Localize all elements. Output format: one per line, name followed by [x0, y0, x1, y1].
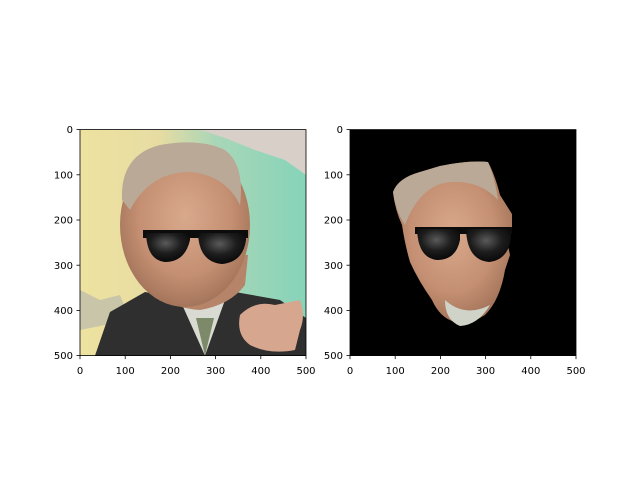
right-ytick-label: 0 [337, 125, 343, 136]
left-axes: 0 100 200 300 400 500 0 100 200 300 400 … [54, 125, 316, 377]
left-sunglasses-lens-left [146, 233, 190, 262]
right-image [350, 129, 576, 356]
left-xtick-label: 300 [206, 366, 225, 377]
right-axes-frame [349, 129, 577, 357]
right-ytick-label: 200 [324, 216, 343, 227]
right-ytick-label: 500 [324, 351, 343, 362]
right-xtick-label: 100 [386, 366, 405, 377]
right-sunglasses-lens-left [417, 229, 460, 260]
left-ytick-label: 0 [67, 125, 73, 136]
right-ytick-label: 300 [324, 261, 343, 272]
right-y-ticks: 0 100 200 300 400 500 [324, 125, 350, 362]
left-y-ticks: 0 100 200 300 400 500 [54, 125, 80, 362]
left-ytick-label: 200 [54, 216, 73, 227]
right-xtick-label: 300 [476, 366, 495, 377]
left-face [120, 143, 250, 307]
left-xtick-label: 200 [161, 366, 180, 377]
left-ytick-label: 300 [54, 261, 73, 272]
left-tie [196, 318, 214, 356]
left-sunglasses-bridge [188, 232, 200, 238]
right-x-ticks: 0 100 200 300 400 500 [347, 355, 586, 377]
left-image [80, 129, 306, 356]
right-ytick-label: 400 [324, 306, 343, 317]
left-hair [121, 142, 241, 210]
left-ytick-label: 100 [54, 170, 73, 181]
left-sunglasses [143, 230, 248, 264]
left-hand [239, 300, 303, 352]
left-ytick-label: 400 [54, 306, 73, 317]
left-xtick-label: 400 [251, 366, 270, 377]
right-collar [445, 300, 490, 326]
left-xtick-label: 100 [116, 366, 135, 377]
left-sunglasses-lens-right [198, 233, 246, 264]
right-hair [393, 161, 498, 225]
left-xtick-label: 500 [296, 366, 315, 377]
right-ytick-label: 100 [324, 170, 343, 181]
right-xtick-label: 500 [566, 366, 585, 377]
left-axes-frame [79, 129, 307, 357]
right-xtick-label: 0 [347, 366, 353, 377]
right-sunglasses-lens-right [466, 229, 511, 262]
right-axes: 0 100 200 300 400 500 0 100 200 300 400 … [324, 125, 586, 377]
right-sunglasses [415, 227, 512, 262]
left-xtick-label: 0 [77, 366, 83, 377]
left-ytick-label: 500 [54, 351, 73, 362]
right-xtick-label: 200 [431, 366, 450, 377]
right-xtick-label: 400 [521, 366, 540, 377]
left-x-ticks: 0 100 200 300 400 500 [77, 355, 316, 377]
right-sunglasses-bridge [457, 229, 469, 235]
left-wall-region [200, 129, 306, 175]
